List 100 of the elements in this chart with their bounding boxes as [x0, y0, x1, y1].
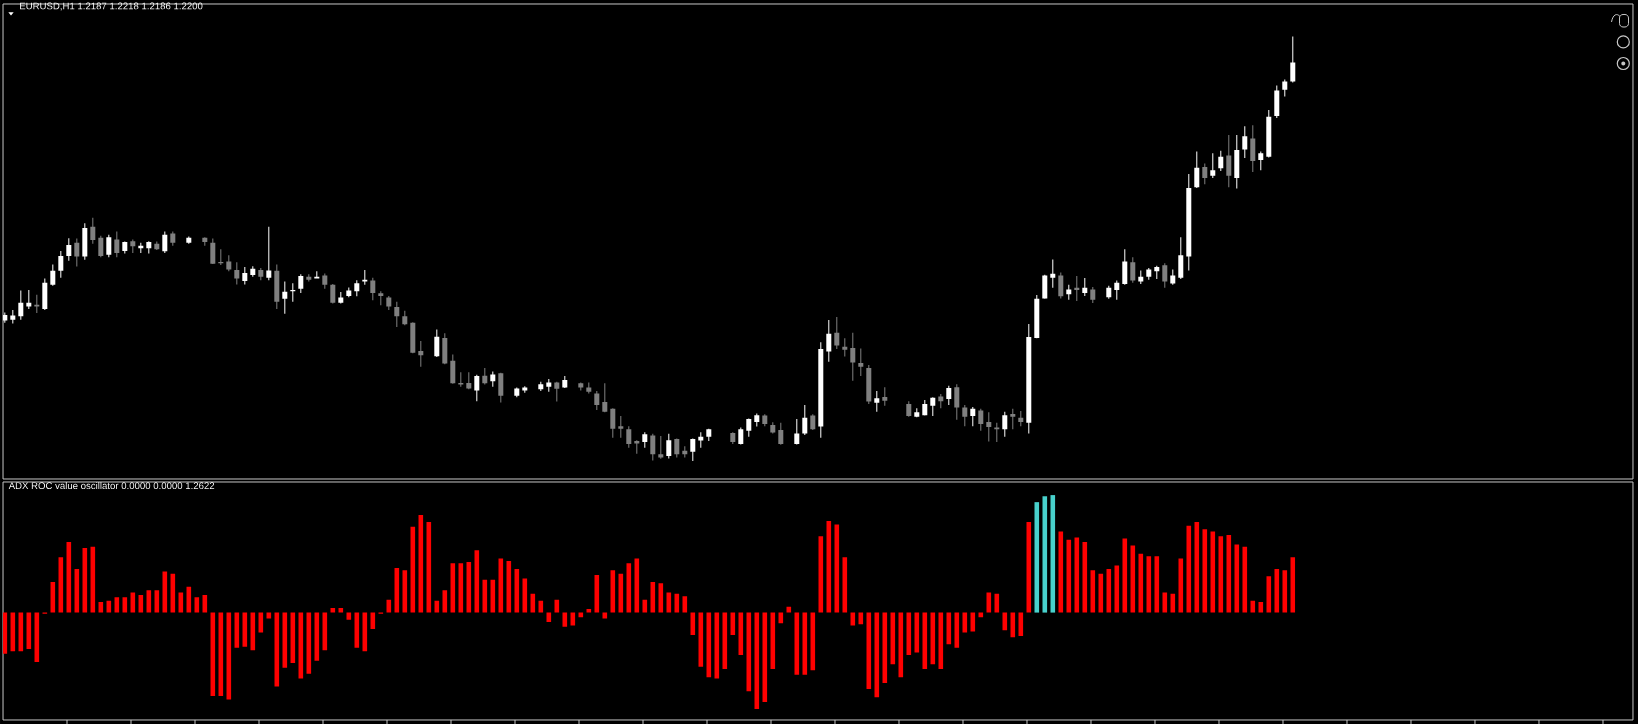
candlestick: [330, 284, 336, 304]
bar: [1282, 570, 1288, 613]
bar: [890, 612, 896, 665]
bar: [1050, 495, 1056, 613]
candlestick: [418, 340, 424, 367]
bar: [1146, 556, 1152, 613]
candlestick: [634, 440, 640, 454]
bar: [1138, 553, 1144, 613]
candlestick: [746, 418, 752, 437]
candlestick: [546, 379, 552, 392]
bar: [98, 602, 104, 613]
candlestick: [818, 342, 824, 438]
candlestick: [378, 291, 384, 306]
candlestick: [1138, 270, 1144, 285]
candlestick: [578, 382, 584, 391]
bar: [1178, 558, 1184, 613]
candlestick: [10, 309, 16, 324]
bar: [1010, 612, 1016, 638]
candlestick: [826, 320, 832, 362]
bar: [962, 612, 968, 633]
bar: [1122, 538, 1128, 613]
candlestick: [658, 435, 664, 459]
candlestick: [1082, 278, 1088, 296]
candlestick: [130, 239, 136, 254]
candlestick: [482, 368, 488, 385]
candlestick: [914, 408, 920, 418]
candlestick: [466, 372, 472, 390]
bar: [930, 612, 936, 665]
bar: [1130, 545, 1136, 613]
candlestick: [1266, 110, 1272, 158]
candlestick: [514, 387, 520, 398]
candlestick: [586, 382, 592, 394]
bar: [1026, 522, 1032, 613]
candlestick: [346, 287, 352, 298]
bar: [1290, 557, 1296, 613]
candlestick: [274, 264, 280, 310]
bar: [1186, 525, 1192, 613]
candlestick: [610, 408, 616, 438]
candlestick: [1146, 267, 1152, 280]
bar: [1258, 602, 1264, 613]
candlestick: [794, 418, 800, 445]
bar: [986, 592, 992, 613]
candlestick: [1186, 174, 1192, 271]
bar: [714, 612, 720, 679]
bar: [914, 612, 920, 653]
candlestick: [1234, 135, 1240, 189]
bar: [770, 612, 776, 669]
candlestick: [210, 238, 216, 265]
candlestick: [906, 401, 912, 417]
candlestick: [42, 278, 48, 310]
candlestick: [642, 432, 648, 448]
candlestick: [666, 433, 672, 459]
candlestick: [34, 294, 40, 313]
candlestick: [386, 295, 392, 310]
candlestick: [986, 412, 992, 442]
bar: [882, 612, 888, 684]
candlestick: [754, 413, 760, 427]
candlestick: [874, 390, 880, 412]
bar: [330, 607, 336, 613]
bar: [898, 612, 904, 678]
bar: [1074, 537, 1080, 613]
candlestick: [1250, 125, 1256, 172]
candlestick: [170, 231, 176, 246]
candlestick: [1178, 237, 1184, 279]
candlestick: [186, 236, 192, 244]
candlestick: [930, 397, 936, 416]
candlestick: [162, 231, 168, 254]
candlestick: [410, 322, 416, 354]
bar: [778, 612, 784, 624]
candlestick: [498, 372, 504, 403]
candlestick: [850, 332, 856, 381]
candlestick: [1002, 411, 1008, 437]
candlestick: [402, 310, 408, 326]
candlestick: [834, 317, 840, 349]
bar: [842, 557, 848, 613]
bar: [810, 612, 816, 671]
bar: [874, 612, 880, 698]
bar: [1034, 502, 1040, 613]
candlestick: [242, 267, 248, 285]
candlestick: [1218, 150, 1224, 172]
candlestick: [122, 241, 128, 254]
candlestick: [1114, 280, 1120, 300]
bar: [194, 597, 200, 613]
candlestick: [538, 381, 544, 391]
candlestick: [954, 384, 960, 420]
candlestick: [858, 348, 864, 377]
candlestick: [650, 433, 656, 461]
candlestick: [994, 422, 1000, 442]
candlestick: [154, 241, 160, 251]
bar: [866, 612, 872, 689]
candlestick: [338, 292, 344, 304]
candlestick: [938, 393, 944, 409]
candlestick: [90, 217, 96, 244]
candlestick: [1130, 257, 1136, 283]
candlestick: [82, 223, 88, 260]
candlestick: [1106, 285, 1112, 299]
bar: [922, 612, 928, 669]
candlestick: [66, 238, 72, 261]
bar: [1082, 542, 1088, 613]
candlestick: [802, 404, 808, 436]
